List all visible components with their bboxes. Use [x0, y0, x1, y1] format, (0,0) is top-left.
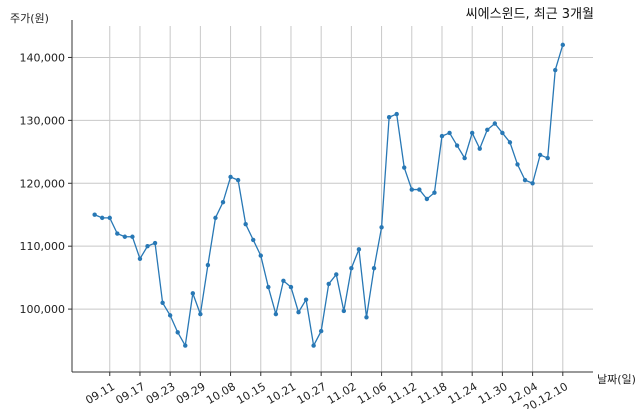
- x-tick-label: 11.02: [325, 380, 359, 407]
- x-tick-label: 09.29: [174, 380, 208, 407]
- price-point: [152, 240, 158, 246]
- price-point: [371, 266, 377, 271]
- price-point: [190, 291, 196, 296]
- price-point: [515, 162, 520, 167]
- price-point: [364, 315, 369, 320]
- chart-title: 씨에스윈드, 최근 3개월: [466, 7, 594, 22]
- x-tick-label: 10.15: [234, 380, 268, 407]
- price-point: [485, 127, 490, 132]
- price-point: [213, 215, 218, 221]
- price-point: [454, 143, 460, 148]
- y-tick-label: 120,000: [20, 177, 66, 190]
- price-point: [145, 243, 150, 249]
- price-point: [386, 115, 392, 120]
- price-point: [266, 284, 271, 290]
- x-axis-label: 날짜(일): [597, 372, 636, 386]
- price-series: [92, 42, 565, 348]
- price-point: [251, 237, 256, 243]
- price-point: [243, 221, 248, 227]
- x-tick-label: 11.24: [446, 380, 480, 407]
- price-point: [198, 311, 203, 317]
- price-point: [130, 234, 135, 239]
- price-point: [394, 111, 399, 117]
- price-point: [530, 181, 535, 186]
- price-point: [258, 253, 263, 258]
- price-point: [469, 130, 475, 136]
- price-point: [100, 215, 105, 221]
- grid-lines: [72, 26, 593, 372]
- price-point: [326, 281, 331, 287]
- price-point: [92, 212, 97, 217]
- price-point: [409, 187, 414, 192]
- price-point: [424, 196, 430, 202]
- axes: [71, 20, 593, 373]
- x-axis-ticks: 09.1109.1709.2309.2910.0810.1510.2110.27…: [83, 372, 570, 409]
- x-tick-label: 11.30: [476, 380, 510, 407]
- price-point: [235, 177, 241, 183]
- y-tick-label: 130,000: [20, 114, 66, 127]
- price-point: [296, 310, 301, 315]
- price-point: [545, 155, 550, 161]
- price-point: [356, 247, 362, 252]
- x-tick-label: 11.06: [355, 380, 389, 407]
- price-point: [560, 42, 565, 48]
- price-point: [167, 313, 173, 318]
- price-point: [402, 165, 407, 170]
- price-point: [228, 174, 233, 180]
- x-tick-label: 09.17: [114, 380, 148, 407]
- price-point: [318, 328, 324, 334]
- x-tick-label: 10.27: [295, 380, 329, 407]
- x-tick-label: 10.08: [204, 380, 238, 407]
- y-tick-label: 140,000: [20, 51, 66, 64]
- price-point: [379, 225, 384, 230]
- price-point: [447, 130, 452, 136]
- price-point: [175, 330, 180, 335]
- price-point: [288, 284, 294, 290]
- price-point: [417, 187, 422, 192]
- price-point: [334, 272, 339, 277]
- price-point: [432, 190, 437, 195]
- price-point: [311, 343, 316, 348]
- price-point: [160, 300, 165, 305]
- x-tick-label: 10.21: [265, 380, 299, 407]
- price-point: [439, 133, 445, 139]
- price-point: [500, 130, 505, 136]
- price-point: [553, 67, 558, 73]
- price-point: [341, 308, 347, 314]
- price-point: [537, 152, 543, 158]
- x-tick-label: 11.12: [385, 380, 419, 407]
- price-line: [94, 44, 564, 348]
- price-point: [183, 343, 188, 348]
- price-point: [522, 177, 528, 183]
- price-point: [462, 155, 467, 161]
- y-tick-label: 100,000: [20, 303, 66, 316]
- price-point: [477, 146, 482, 151]
- price-point: [303, 297, 309, 302]
- price-point: [507, 140, 513, 145]
- y-axis-ticks: 100,000 110,000 120,000 130,000 140,000: [20, 51, 72, 316]
- x-tick-label: 09.11: [83, 380, 117, 407]
- price-point: [137, 256, 143, 261]
- y-tick-label: 110,000: [20, 240, 66, 253]
- price-point: [122, 234, 128, 239]
- price-point: [281, 278, 286, 283]
- price-point: [107, 215, 112, 221]
- price-point: [220, 199, 226, 205]
- y-axis-label: 주가(원): [10, 12, 49, 25]
- price-point: [273, 311, 279, 317]
- price-point: [492, 121, 498, 126]
- price-point: [205, 262, 211, 268]
- x-tick-label: 09.23: [144, 380, 178, 407]
- price-point: [349, 266, 354, 271]
- x-tick-label: 11.18: [416, 380, 450, 407]
- price-point: [115, 231, 120, 236]
